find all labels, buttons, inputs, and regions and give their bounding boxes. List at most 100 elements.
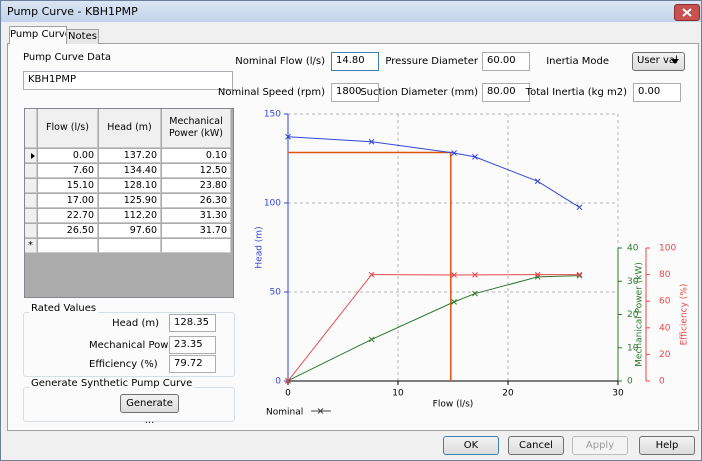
y2-tick-label: 40 [627,244,639,254]
row-header-corner [25,109,37,148]
field-label: Efficiency (%) [89,359,158,370]
field-label: Suction Diameter (mm) [360,87,478,98]
axis-title: Mechanical Power (kW) [635,262,645,367]
field-label: Pressure Diameter [385,56,478,67]
y-tick-label: 50 [270,288,282,298]
table-cell[interactable]: 0.00 [38,149,98,163]
field-label: Total Inertia (kg m2) [525,87,627,98]
dropdown[interactable]: User val [632,52,685,71]
window-title: Pump Curve - KBH1PMP [7,5,138,18]
table-cell[interactable]: 22.70 [38,209,98,223]
close-icon [682,8,692,17]
y2-tick-label: 20 [627,310,639,320]
point-marker [368,271,375,278]
table-cell[interactable]: 128.10 [99,179,161,193]
current-row-icon [31,153,35,159]
point-marker [576,271,583,278]
table-cell[interactable]: 31.30 [162,209,231,223]
x-tick-label: 30 [612,389,624,399]
y2-tick-label: 0 [627,377,633,387]
y-tick-label: 0 [275,377,281,387]
text-box[interactable]: 79.72 [169,355,216,373]
column-header: Flow (l/s) [38,109,98,148]
table-cell[interactable]: 125.90 [99,194,161,208]
field-label: Head (m) [112,318,159,329]
table-cell[interactable]: 31.70 [162,224,231,238]
close-button[interactable] [674,4,700,21]
legend-label: Nominal [266,408,303,418]
field-label: Inertia Mode [546,56,609,67]
title-bar [1,1,701,22]
series-line [287,274,580,382]
generate-button[interactable]: Generate ... [120,394,179,426]
table-cell[interactable]: 26.30 [162,194,231,208]
table-cell[interactable]: 26.50 [38,224,98,238]
axis-title: Efficiency (%) [680,284,690,346]
series-line [287,275,580,382]
column-header: Head (m) [99,109,161,148]
text-box[interactable]: 60.00 [482,52,530,71]
table-cell[interactable] [99,239,161,253]
tab[interactable]: Notes [66,29,99,44]
point-marker [451,150,457,156]
text-box[interactable]: 14.80 [331,52,379,71]
axis-title: Head (m) [255,226,265,268]
button[interactable]: Help [639,436,695,455]
table-cell[interactable]: 112.20 [99,209,161,223]
x-tick-label: 20 [502,389,514,399]
table-cell[interactable]: 15.10 [38,179,98,193]
table-cell[interactable]: 23.80 [162,179,231,193]
point-marker [534,274,541,280]
text-box[interactable]: KBH1PMP [23,71,233,90]
point-marker [576,204,583,211]
point-marker [285,133,291,140]
row-header [25,179,37,193]
button-disabled: Apply [572,436,628,455]
text-box[interactable]: 128.35 [169,314,216,332]
table-cell[interactable]: 12.50 [162,164,231,178]
y3-tick-label: 40 [659,323,671,333]
table-cell[interactable]: 0.10 [162,149,231,163]
button[interactable]: Cancel [508,436,564,455]
y3-tick-label: 100 [659,244,676,254]
button[interactable]: OK [443,436,499,455]
axis-title: Flow (l/s) [433,400,474,410]
y-tick-label: 150 [264,110,281,120]
table-cell[interactable]: 97.60 [99,224,161,238]
row-header [25,164,37,178]
point-marker [472,272,478,278]
table-cell[interactable]: 7.60 [38,164,98,178]
series-line [287,136,580,208]
table-cell[interactable] [38,239,98,253]
text-box[interactable]: 0.00 [633,83,681,102]
point-marker [285,378,291,384]
legend-marker [317,408,324,414]
y3-tick-label: 20 [659,350,671,360]
tab[interactable]: Pump Curve [9,26,71,44]
group-box [23,312,235,377]
text-box[interactable]: 80.00 [482,83,530,102]
point-marker [368,138,375,145]
point-marker [472,290,478,297]
nominal-line [288,151,452,381]
row-header [25,209,37,223]
point-marker [534,178,541,185]
y-tick-label: 100 [264,199,281,209]
table-cell[interactable]: 137.20 [99,149,161,163]
point-marker [472,154,478,160]
row-header [25,149,37,163]
x-tick-label: 10 [392,389,404,399]
text-box[interactable]: 1800 [331,83,379,102]
column-header: Mechanical Power (kW) [162,109,231,148]
point-marker [451,272,457,278]
table-cell[interactable] [162,239,231,253]
new-row-marker: * [25,239,37,253]
table-cell[interactable]: 17.00 [38,194,98,208]
y3-tick-label: 80 [659,270,671,280]
group-title: Generate Synthetic Pump Curve [29,378,195,389]
text-box[interactable]: 23.35 [169,336,216,354]
y3-tick-label: 60 [659,297,671,307]
point-marker [451,299,457,305]
table-cell[interactable]: 134.40 [99,164,161,178]
